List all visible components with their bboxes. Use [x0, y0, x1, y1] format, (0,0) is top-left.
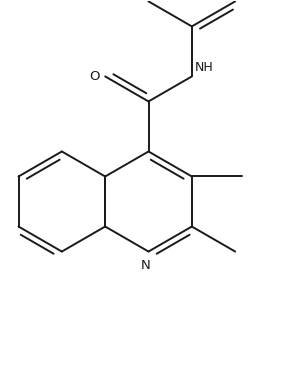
Text: NH: NH: [194, 61, 213, 74]
Text: N: N: [141, 259, 151, 272]
Text: O: O: [90, 70, 100, 83]
